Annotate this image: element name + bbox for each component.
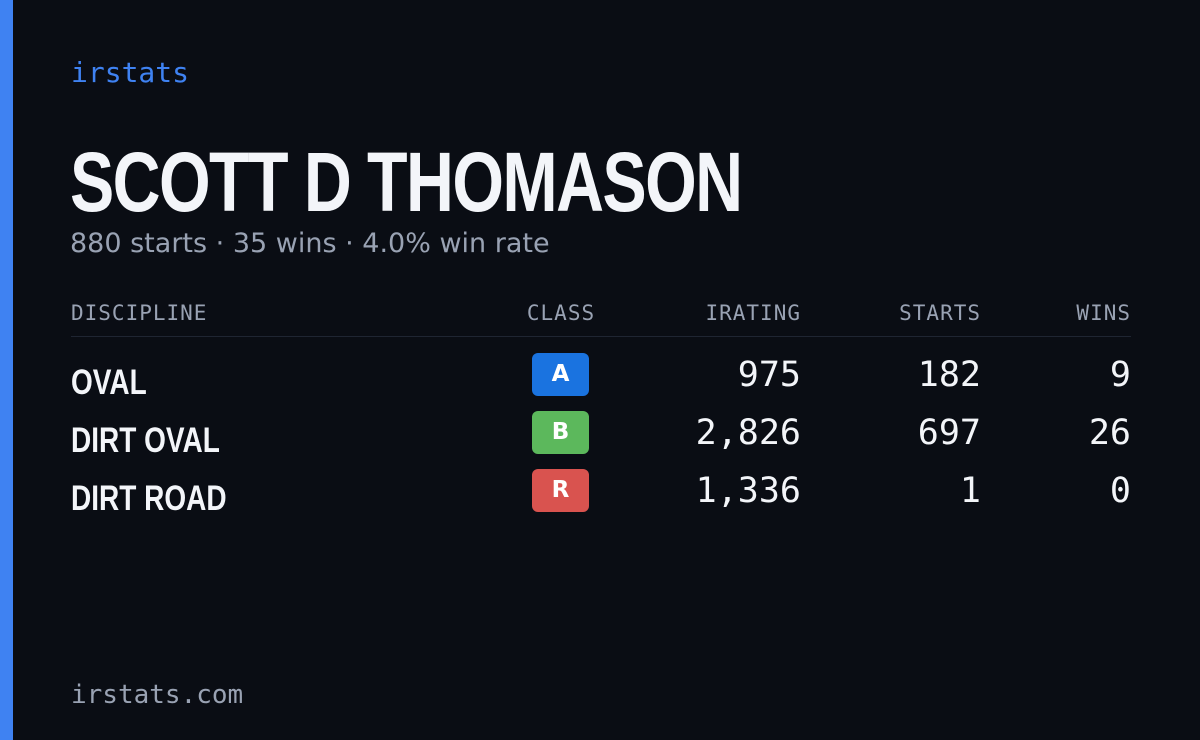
header-discipline: DISCIPLINE xyxy=(71,301,208,325)
brand-logo-text[interactable]: irstats xyxy=(71,56,190,89)
table-body: OVAL A 975 182 9 DIRT OVAL B 2,826 697 2… xyxy=(71,337,1131,527)
discipline-table: DISCIPLINE CLASS IRATING STARTS WINS OVA… xyxy=(71,298,1131,527)
row-wins: 26 xyxy=(1088,413,1131,453)
row-wins: 0 xyxy=(1109,471,1131,511)
driver-name: SCOTT D THOMASON xyxy=(70,135,743,229)
class-badge: R xyxy=(532,469,589,512)
driver-summary: 880 starts · 35 wins · 4.0% win rate xyxy=(70,228,550,259)
header-class: CLASS xyxy=(526,301,596,325)
row-discipline: DIRT OVAL xyxy=(71,421,220,460)
row-discipline: DIRT ROAD xyxy=(71,479,227,518)
class-badge: A xyxy=(532,353,589,396)
header-irating: IRATING xyxy=(705,301,801,325)
row-irating: 975 xyxy=(737,355,801,395)
table-row: DIRT OVAL B 2,826 697 26 xyxy=(71,411,1131,469)
table-row: DIRT ROAD R 1,336 1 0 xyxy=(71,469,1131,527)
row-starts: 697 xyxy=(917,413,981,453)
class-badge: B xyxy=(532,411,589,454)
row-starts: 1 xyxy=(959,471,981,511)
row-irating: 1,336 xyxy=(695,471,801,511)
row-wins: 9 xyxy=(1109,355,1131,395)
row-starts: 182 xyxy=(917,355,981,395)
header-starts: STARTS xyxy=(899,301,981,325)
table-header: DISCIPLINE CLASS IRATING STARTS WINS xyxy=(71,298,1131,337)
header-wins: WINS xyxy=(1076,301,1131,325)
accent-bar xyxy=(0,0,13,740)
row-irating: 2,826 xyxy=(695,413,801,453)
row-discipline: OVAL xyxy=(71,363,147,402)
table-row: OVAL A 975 182 9 xyxy=(71,353,1131,411)
footer-url[interactable]: irstats.com xyxy=(71,680,244,710)
